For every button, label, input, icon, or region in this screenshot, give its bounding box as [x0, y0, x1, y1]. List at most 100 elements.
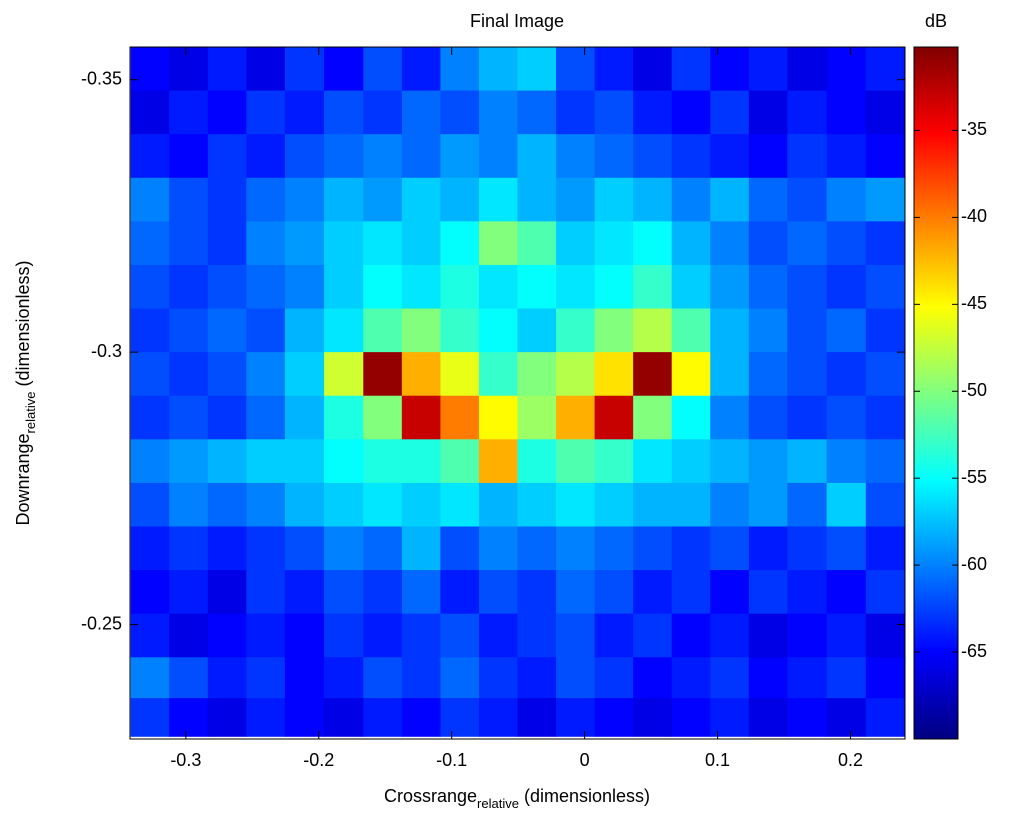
heatmap-cell	[246, 47, 286, 92]
heatmap-cell	[517, 657, 557, 699]
colorbar-tick-label: -55	[961, 467, 987, 487]
heatmap-cell	[478, 570, 518, 615]
heatmap-cell	[169, 570, 209, 615]
heatmap-cell	[169, 134, 209, 179]
heatmap-cell	[865, 482, 905, 527]
heatmap-cell	[556, 177, 596, 222]
heatmap-cell	[517, 264, 557, 310]
heatmap-cell	[671, 482, 711, 527]
heatmap-cell	[517, 177, 557, 222]
heatmap-cell	[710, 698, 750, 737]
heatmap-cell	[826, 395, 867, 440]
heatmap-cell	[671, 613, 711, 658]
heatmap-cell	[246, 698, 286, 737]
x-tick-label: -0.3	[170, 750, 201, 770]
colorbar-tick-label: -40	[961, 206, 987, 226]
heatmap-cell	[440, 482, 480, 527]
heatmap-cell	[401, 439, 441, 484]
heatmap-cell	[324, 221, 364, 266]
heatmap-cell	[401, 698, 441, 737]
heatmap-cell	[517, 352, 557, 397]
heatmap-cell	[826, 221, 867, 266]
heatmap-cell	[401, 526, 441, 571]
heatmap-cell	[710, 134, 750, 179]
heatmap-cell	[710, 613, 750, 658]
heatmap-cell	[363, 439, 403, 484]
y-label-text: Downrange	[13, 433, 33, 525]
heatmap-cell	[517, 134, 557, 179]
heatmap-cell	[865, 134, 905, 179]
heatmap-cell	[826, 482, 867, 527]
heatmap-cell	[478, 264, 518, 310]
heatmap-cell	[748, 526, 788, 571]
heatmap-cell	[710, 395, 750, 440]
heatmap-cell	[324, 264, 364, 310]
heatmap-cell	[748, 221, 788, 266]
heatmap-cell	[246, 570, 286, 615]
heatmap-cell	[517, 482, 557, 527]
heatmap-cell	[130, 482, 170, 527]
heatmap-cell	[246, 90, 286, 135]
heatmap-cell	[594, 308, 634, 353]
heatmap-cell	[207, 439, 247, 484]
heatmap-cell	[440, 308, 480, 353]
heatmap	[130, 47, 905, 737]
heatmap-cell	[748, 395, 788, 440]
heatmap-cell	[710, 352, 750, 397]
heatmap-cell	[401, 47, 441, 92]
heatmap-cell	[787, 526, 828, 571]
heatmap-cell	[401, 570, 441, 615]
heatmap-cell	[517, 308, 557, 353]
heatmap-cell	[787, 395, 828, 440]
heatmap-cell	[556, 482, 596, 527]
heatmap-cell	[130, 134, 170, 179]
heatmap-cell	[130, 47, 170, 92]
heatmap-cell	[478, 177, 518, 222]
heatmap-cell	[517, 395, 557, 440]
heatmap-cell	[594, 395, 634, 440]
y-axis-label: Downrangerelative (dimensionless)	[13, 260, 39, 525]
heatmap-cell	[517, 47, 557, 92]
heatmap-cell	[169, 657, 209, 699]
heatmap-cell	[440, 134, 480, 179]
heatmap-cell	[517, 221, 557, 266]
heatmap-cell	[633, 526, 673, 571]
heatmap-cell	[710, 482, 750, 527]
x-label-text: Crossrange	[384, 786, 477, 806]
heatmap-cell	[556, 526, 596, 571]
heatmap-cell	[594, 439, 634, 484]
heatmap-cell	[169, 526, 209, 571]
heatmap-cell	[556, 439, 596, 484]
heatmap-cell	[130, 221, 170, 266]
heatmap-cell	[401, 134, 441, 179]
heatmap-cell	[594, 482, 634, 527]
heatmap-cell	[556, 352, 596, 397]
heatmap-cell	[633, 177, 673, 222]
heatmap-cell	[284, 482, 325, 527]
heatmap-cell	[556, 657, 596, 699]
heatmap-cell	[363, 395, 403, 440]
heatmap-cell	[594, 657, 634, 699]
y-label-sub: relative	[23, 392, 38, 434]
heatmap-cell	[710, 526, 750, 571]
heatmap-cell	[401, 308, 441, 353]
heatmap-cell	[633, 395, 673, 440]
heatmap-cell	[826, 177, 867, 222]
heatmap-cell	[671, 352, 711, 397]
heatmap-cell	[324, 439, 364, 484]
heatmap-cell	[284, 657, 325, 699]
heatmap-cell	[363, 657, 403, 699]
heatmap-cell	[440, 352, 480, 397]
heatmap-cell	[826, 134, 867, 179]
heatmap-cell	[246, 439, 286, 484]
colorbar-tick-label: -35	[961, 119, 987, 139]
heatmap-cell	[246, 308, 286, 353]
heatmap-cell	[363, 526, 403, 571]
heatmap-cell	[169, 264, 209, 310]
heatmap-cell	[207, 526, 247, 571]
heatmap-cell	[710, 308, 750, 353]
heatmap-cell	[207, 613, 247, 658]
heatmap-cell	[440, 47, 480, 92]
colorbar-tick-label: -45	[961, 293, 987, 313]
heatmap-cell	[594, 526, 634, 571]
